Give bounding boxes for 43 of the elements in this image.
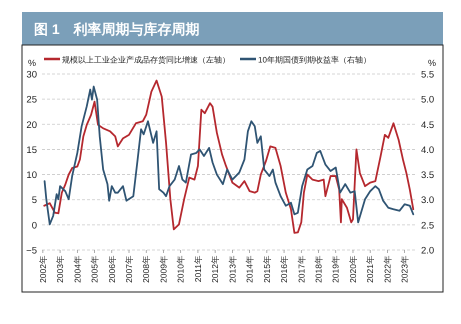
y2-tick-label: 4.0: [421, 144, 434, 156]
y-tick-label: 25: [26, 94, 37, 106]
legend-label: 10年期国债到期收益率（右轴）: [258, 56, 371, 64]
x-tick-label: 2006年: [106, 255, 117, 283]
x-tick-label: 2021年: [365, 255, 376, 283]
x-tick-label: 2010年: [176, 255, 186, 283]
x-tick-label: 2017年: [296, 255, 306, 283]
x-tick-label: 2016年: [279, 255, 290, 283]
x-tick-label: 2022年: [382, 255, 392, 283]
x-tick-label: 2012年: [210, 255, 220, 283]
x-tick-label: 2003年: [55, 255, 66, 283]
y-tick-label: 0: [32, 220, 37, 232]
y-tick-label: 5: [32, 195, 37, 206]
x-tick-label: 2013年: [227, 255, 238, 283]
y-axis-title: %: [28, 58, 36, 68]
y-tick-label: −5: [26, 246, 37, 256]
y2-tick-label: 3.5: [421, 170, 434, 182]
y-tick-label: 15: [26, 144, 37, 156]
y2-tick-label: 2.5: [421, 220, 434, 232]
x-tick-label: 2009年: [158, 255, 168, 283]
legend-label: 规模以上工业企业产成品存货同比增速（左轴）: [62, 56, 230, 64]
x-tick-label: 2011年: [192, 255, 203, 282]
x-tick-label: 2023年: [400, 255, 410, 283]
x-tick-label: 2002年: [38, 255, 48, 283]
x-tick-label: 2008年: [141, 255, 152, 283]
x-tick-label: 2007年: [124, 255, 134, 283]
x-tick-label: 2020年: [348, 255, 358, 283]
y2-tick-label: 5.5: [421, 70, 434, 80]
x-tick-label: 2014年: [244, 255, 255, 283]
y-tick-label: 10: [26, 170, 37, 182]
chart-title: 图 1 利率周期与库存周期: [34, 21, 200, 37]
y-tick-label: 20: [26, 120, 37, 131]
y2-tick-label: 4.5: [421, 120, 434, 131]
x-tick-label: 2004年: [72, 255, 82, 283]
x-tick-label: 2005年: [90, 255, 100, 283]
x-tick-label: 2015年: [262, 255, 272, 283]
y2-tick-label: 2.0: [421, 246, 434, 256]
x-tick-label: 2018年: [314, 255, 324, 283]
x-tick-label: 2019年: [330, 255, 341, 283]
y2-axis-title: %: [428, 58, 436, 68]
y2-tick-label: 5.0: [421, 94, 434, 106]
y-tick-label: 30: [26, 70, 37, 80]
y2-tick-label: 3.0: [421, 195, 434, 206]
